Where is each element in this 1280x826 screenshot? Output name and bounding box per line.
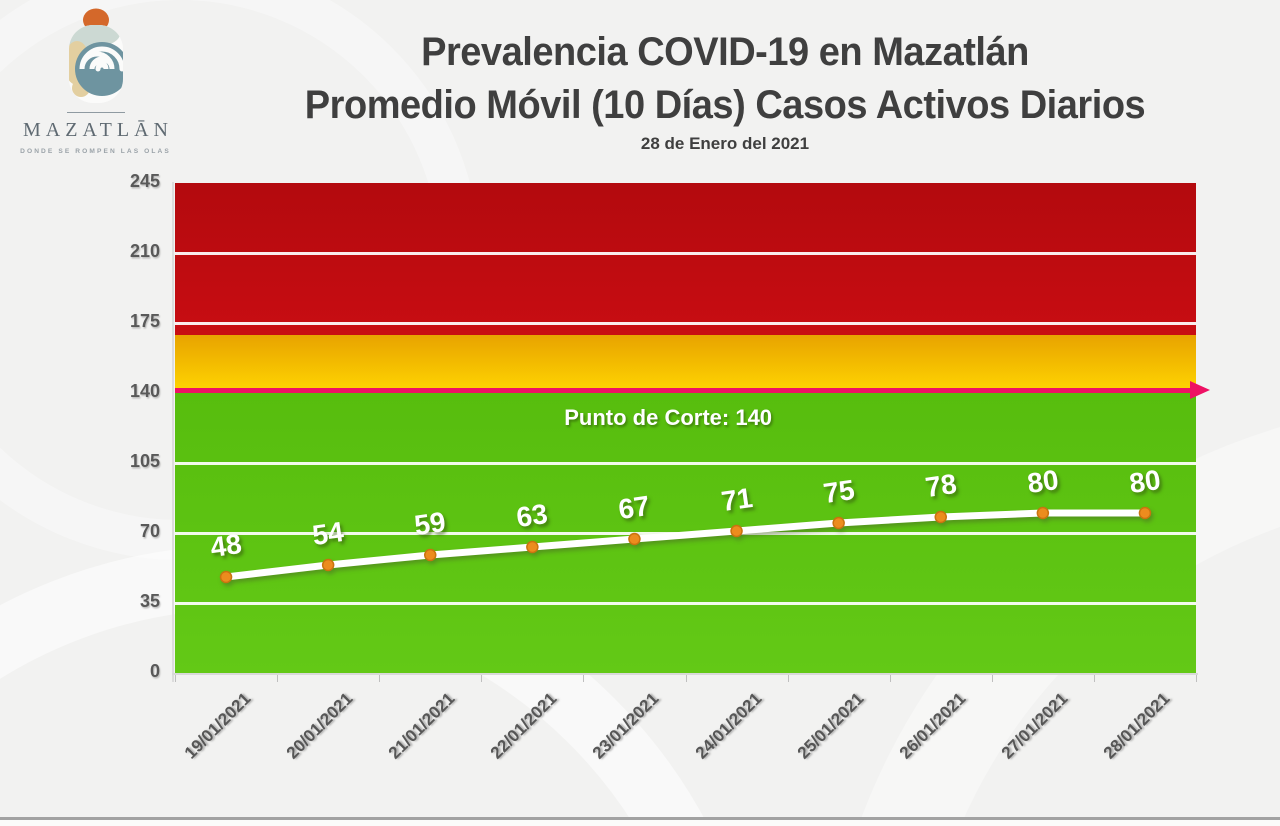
x-axis-line	[172, 673, 1198, 675]
x-tick-label-20/01/2021: 20/01/2021	[282, 689, 357, 763]
x-tick-mark	[991, 675, 993, 682]
data-point-marker	[730, 524, 743, 538]
chart-title-line1: Prevalencia COVID-19 en Mazatlán	[421, 30, 1029, 74]
x-tick-label-26/01/2021: 26/01/2021	[895, 689, 970, 763]
plot-area: Punto de Corte: 140 48 54 59 63 67 71 75 78 80 80	[175, 183, 1210, 673]
chart-title-line2: Promedio Móvil (10 Días) Casos Activos D…	[304, 83, 1146, 127]
y-tick-label-140: 140	[129, 381, 160, 401]
x-tick-mark	[379, 675, 381, 682]
logo-wordmark: MAZATLĀN	[23, 119, 173, 141]
x-tick-label-19/01/2021: 19/01/2021	[180, 689, 255, 763]
band-red-zone	[175, 183, 1196, 335]
seashell-logo-icon	[68, 8, 123, 103]
x-tick-label-21/01/2021: 21/01/2021	[385, 689, 459, 763]
x-tick-label-23/01/2021: 23/01/2021	[589, 689, 663, 763]
x-tick-label-25/01/2021: 25/01/2021	[793, 689, 868, 763]
x-tick-label-28/01/2021: 28/01/2021	[1099, 689, 1174, 763]
logo-tagline: DONDE SE ROMPEN LAS OLAS	[20, 148, 171, 155]
x-tick-label-22/01/2021: 22/01/2021	[487, 689, 561, 763]
x-tick-mark	[481, 675, 483, 682]
data-point-marker	[832, 516, 845, 530]
y-axis-line	[172, 182, 174, 682]
x-tick-mark	[277, 675, 279, 682]
x-tick-mark	[787, 675, 789, 682]
y-tick-label-0: 0	[149, 661, 160, 681]
cutoff-label: Punto de Corte: 140	[564, 405, 773, 430]
header: Prevalencia COVID-19 en Mazatlán Promedi…	[185, 26, 1265, 154]
y-tick-label-70: 70	[139, 521, 160, 541]
y-tick-label-245: 245	[129, 171, 160, 191]
cutoff-line	[175, 388, 1196, 393]
gridline-175	[175, 321, 1196, 325]
data-point-marker	[1036, 506, 1050, 520]
data-point-marker	[934, 510, 947, 524]
band-yellow-zone	[175, 335, 1196, 393]
x-tick-mark	[175, 675, 176, 682]
x-tick-mark	[583, 675, 585, 682]
x-tick-label-27/01/2021: 27/01/2021	[997, 689, 1072, 763]
chart-date: 28 de Enero del 2021	[640, 134, 810, 153]
slide-bottom-rule	[0, 817, 1280, 820]
mazatlan-logo: MAZATLĀN DONDE SE ROMPEN LAS OLAS	[13, 8, 178, 155]
x-tick-mark	[1196, 675, 1197, 682]
data-point-marker	[628, 532, 641, 546]
cutoff-arrow-icon	[1190, 381, 1210, 399]
logo-divider	[66, 112, 125, 113]
gridline-105	[175, 461, 1196, 465]
slide-bottom-strip	[0, 820, 1280, 826]
x-tick-mark	[685, 675, 687, 682]
x-tick-mark	[889, 675, 891, 682]
y-tick-label-175: 175	[129, 311, 160, 331]
gridline-210	[175, 251, 1196, 255]
x-tick-label-24/01/2021: 24/01/2021	[691, 689, 765, 763]
x-tick-mark	[1093, 675, 1095, 682]
data-point-marker	[1138, 506, 1152, 520]
y-tick-label-105: 105	[129, 451, 160, 471]
y-tick-label-210: 210	[129, 241, 160, 261]
